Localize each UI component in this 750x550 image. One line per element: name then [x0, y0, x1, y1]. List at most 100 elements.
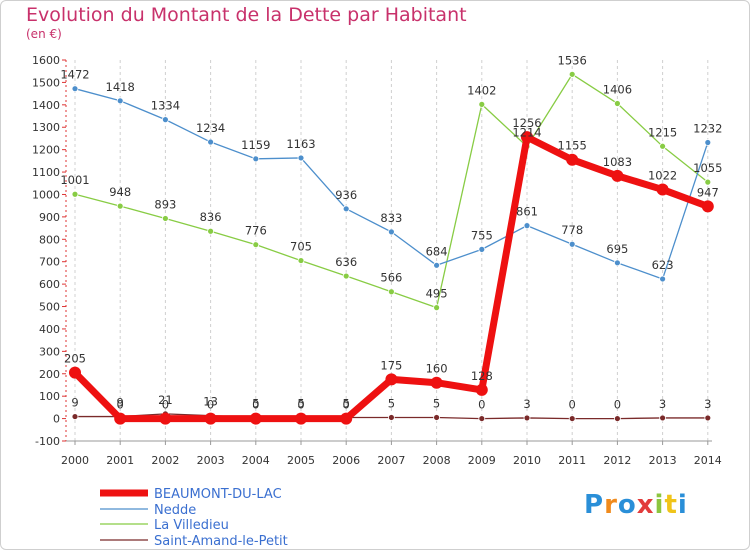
y-tick-label: 0 [53, 413, 60, 426]
data-label-3: 5 [297, 396, 304, 410]
x-tick-label: 2008 [423, 454, 451, 467]
x-tick-label: 2004 [242, 454, 270, 467]
y-tick-label: 100 [39, 390, 60, 403]
data-point-0 [249, 412, 262, 425]
data-point-2 [659, 142, 666, 150]
data-label-1: 1232 [693, 121, 722, 135]
y-tick-label: 800 [39, 233, 60, 246]
data-label-2: 776 [245, 224, 267, 238]
data-label-2: 495 [426, 287, 448, 301]
data-label-0: 1256 [512, 116, 541, 130]
data-label-3: 3 [704, 397, 711, 411]
data-point-1 [252, 155, 260, 163]
data-point-3 [71, 413, 79, 420]
data-label-3: 5 [388, 396, 395, 410]
data-point-2 [342, 272, 350, 280]
x-tick-label: 2007 [377, 454, 405, 467]
data-label-0: 175 [380, 358, 402, 372]
data-point-3 [659, 414, 666, 422]
x-tick-label: 2010 [513, 454, 541, 467]
data-point-2 [387, 288, 395, 296]
data-label-0: 128 [471, 369, 493, 383]
data-label-0: 0 [117, 398, 124, 412]
data-label-1: 1163 [286, 137, 315, 151]
x-tick-label: 2006 [332, 454, 360, 467]
data-label-1: 778 [561, 223, 583, 237]
y-tick-label: 1400 [32, 99, 60, 112]
data-label-3: 5 [343, 396, 350, 410]
data-point-0 [204, 412, 217, 425]
data-label-1: 1159 [241, 138, 270, 152]
data-point-1 [523, 222, 531, 230]
data-point-1 [297, 154, 305, 162]
legend-label: Nedde [154, 503, 196, 518]
data-point-3 [433, 414, 441, 421]
x-tick-label: 2014 [694, 454, 722, 467]
y-tick-label: 200 [39, 368, 60, 381]
data-label-0: 1155 [558, 139, 587, 153]
y-tick-label: 1500 [32, 76, 60, 89]
data-point-2 [71, 190, 79, 198]
data-point-0 [159, 412, 172, 425]
y-tick-label: 500 [39, 301, 60, 314]
data-label-3: 9 [71, 396, 78, 410]
data-point-1 [433, 261, 441, 269]
data-point-1 [342, 205, 350, 213]
data-point-0 [69, 366, 81, 379]
data-point-1 [207, 138, 215, 146]
data-label-3: 3 [659, 397, 666, 411]
data-label-1: 623 [652, 258, 674, 272]
data-point-1 [568, 240, 576, 248]
data-point-3 [478, 415, 486, 422]
data-label-2: 636 [335, 255, 357, 269]
data-point-3 [568, 415, 576, 422]
data-label-0: 0 [162, 398, 169, 412]
data-point-3 [387, 414, 395, 421]
data-point-3 [704, 414, 712, 422]
y-tick-label: 1600 [32, 54, 60, 67]
data-point-0 [385, 373, 398, 386]
data-label-2: 1214 [512, 126, 541, 140]
data-label-2: 1055 [693, 161, 722, 175]
data-label-1: 833 [380, 211, 402, 225]
data-label-3: 21 [158, 393, 173, 407]
x-tick-label: 2009 [468, 454, 496, 467]
data-point-0 [114, 412, 127, 425]
data-point-2 [252, 241, 260, 249]
data-label-2: 1402 [467, 83, 496, 97]
data-label-2: 1215 [648, 125, 677, 139]
data-label-0: 0 [252, 398, 259, 412]
data-label-1: 755 [471, 228, 493, 242]
data-point-2 [433, 304, 441, 312]
data-label-1: 684 [426, 244, 448, 258]
y-tick-label: 700 [39, 256, 60, 269]
x-tick-label: 2003 [197, 454, 225, 467]
x-tick-label: 2013 [649, 454, 677, 467]
data-point-0 [295, 412, 307, 425]
data-point-1 [478, 245, 486, 253]
data-label-2: 1001 [60, 173, 89, 187]
x-tick-label: 2001 [106, 454, 134, 467]
data-label-2: 948 [109, 185, 131, 199]
data-label-3: 0 [614, 398, 621, 412]
data-point-2 [207, 227, 215, 235]
x-tick-label: 2012 [603, 454, 631, 467]
data-point-3 [523, 414, 531, 422]
legend-label: Saint-Amand-le-Petit [154, 534, 288, 549]
chart-subtitle: (en €) [26, 27, 62, 41]
y-tick-label: 1100 [32, 166, 60, 179]
data-label-3: 5 [433, 396, 440, 410]
data-label-0: 0 [297, 398, 304, 412]
data-point-2 [478, 100, 486, 108]
data-label-1: 861 [516, 205, 538, 219]
data-label-1: 1472 [60, 68, 89, 82]
data-label-2: 705 [290, 240, 312, 254]
data-label-3: 13 [203, 395, 218, 409]
data-point-0 [566, 153, 579, 166]
data-label-0: 947 [697, 185, 719, 199]
data-point-1 [116, 97, 124, 105]
y-tick-label: 900 [39, 211, 60, 224]
chart-title: Evolution du Montant de la Dette par Hab… [26, 4, 467, 26]
